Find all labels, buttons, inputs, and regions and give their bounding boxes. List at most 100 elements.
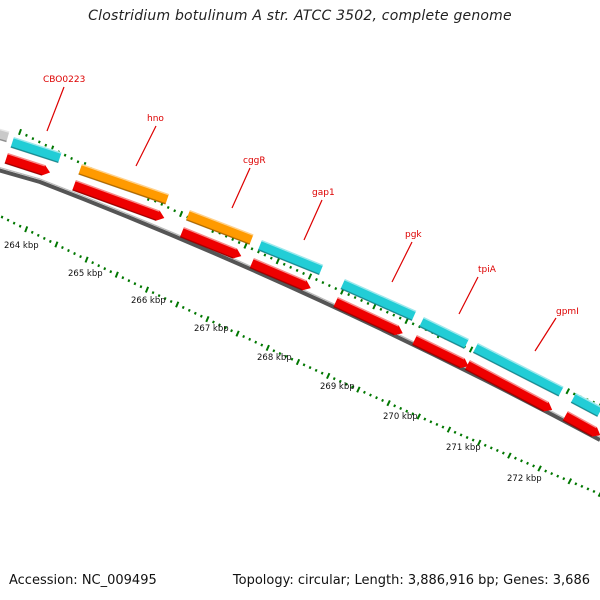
- feature-gap1-reverse: [249, 257, 311, 291]
- inner-tick-88: [526, 461, 529, 465]
- genome-backbone-highlight: [0, 166, 600, 438]
- inner-tick-96: [574, 482, 578, 486]
- feature-gap1-reverse-shadow: [249, 266, 303, 291]
- inner-tick-31: [181, 305, 185, 309]
- feature-gap1-forward: [257, 239, 324, 276]
- outer-tick-47: [321, 280, 325, 285]
- inner-tick-37: [218, 323, 221, 327]
- feature-cggr-reverse: [179, 226, 242, 259]
- inner-tick-83: [495, 448, 499, 453]
- scale-label-0: 264 kbp: [4, 241, 39, 251]
- inner-tick-93: [556, 474, 560, 478]
- outer-tick-53: [360, 298, 363, 303]
- inner-tick-45: [265, 344, 270, 352]
- inner-tick-40: [235, 330, 240, 337]
- feature-tpia-forward-shadow: [419, 325, 465, 350]
- inner-tick-35: [205, 315, 210, 323]
- scale-label-5: 269 kbp: [320, 382, 355, 392]
- feature-cbo0223-forward-shape: [10, 137, 62, 163]
- inner-tick-75: [446, 426, 452, 433]
- feature-tpia-reverse: [412, 334, 469, 369]
- outer-tick-52: [353, 295, 357, 300]
- map-title: Clostridium botulinum A str. ATCC 3502, …: [88, 8, 512, 24]
- outer-tick-43: [295, 268, 299, 272]
- feature-pgk-forward-shape: [340, 279, 417, 321]
- gene-label-line-0: [46, 86, 65, 132]
- outer-tick-7: [63, 153, 67, 157]
- inner-tick-36: [212, 320, 215, 324]
- outer-tick-51: [347, 292, 351, 297]
- inner-tick-54: [320, 371, 324, 375]
- outer-tick-54: [366, 301, 370, 305]
- inner-tick-43: [254, 340, 258, 344]
- inner-tick-56: [332, 377, 336, 381]
- inner-tick-99: [592, 489, 596, 494]
- inner-tick-78: [465, 435, 469, 440]
- feature-layer: [0, 126, 600, 437]
- feature-cbo0223-reverse-highlight: [7, 152, 46, 167]
- backbone-layer: [0, 166, 600, 442]
- inner-tick-61: [363, 390, 366, 394]
- outer-tick-23: [166, 205, 170, 210]
- outer-tick-25: [179, 210, 184, 218]
- inner-tick-6: [30, 230, 34, 234]
- gene-label-5: tpiA: [478, 265, 497, 275]
- inner-tick-76: [453, 430, 457, 434]
- feature-next-forward-shape: [570, 393, 600, 417]
- feature-gpmi-forward-highlight: [477, 342, 564, 388]
- inner-tick-67: [399, 406, 403, 411]
- inner-tick-22: [127, 279, 131, 283]
- feature-cggr-forward-highlight: [189, 209, 254, 236]
- feature-gap1-reverse-highlight: [253, 257, 307, 282]
- feature-next-forward-shadow: [570, 401, 598, 418]
- outer-tick-37: [257, 250, 260, 254]
- inner-tick-79: [471, 438, 475, 442]
- inner-tick-52: [308, 366, 312, 370]
- scale-label-4: 268 kbp: [257, 353, 292, 363]
- feature-gray-forward-highlight: [0, 126, 10, 133]
- feature-gap1-forward-shape: [257, 240, 324, 275]
- outer-tick-60: [404, 317, 409, 325]
- outer-tick-24: [173, 209, 177, 213]
- inner-tick-19: [109, 270, 113, 274]
- scale-label-3: 267 kbp: [194, 324, 229, 334]
- inner-tick-94: [562, 477, 566, 481]
- inner-tick-62: [369, 393, 372, 397]
- inner-tick-95: [567, 478, 573, 485]
- inner-tick-59: [350, 385, 354, 389]
- inner-tick-26: [151, 291, 155, 295]
- gene-label-4: pgk: [405, 230, 422, 240]
- inner-tick-23: [133, 282, 137, 286]
- feature-gpmi-forward: [472, 342, 564, 397]
- inner-tick-27: [157, 294, 161, 298]
- inner-tick-58: [344, 382, 348, 386]
- feature-cggr-reverse-highlight: [183, 226, 238, 250]
- inner-tick-7: [36, 233, 40, 237]
- feature-cbo0223-forward-shadow: [10, 146, 59, 164]
- scale-label-8: 272 kbp: [507, 474, 542, 484]
- outer-tick-4: [44, 143, 48, 147]
- inner-tick-80: [476, 439, 482, 446]
- outer-tick-3: [37, 140, 41, 144]
- feature-pgk-reverse-shape: [333, 297, 403, 336]
- outer-tick-0: [18, 128, 22, 136]
- feature-gpmi-forward-shadow: [472, 351, 560, 397]
- inner-tick-86: [513, 456, 517, 460]
- inner-tick-30: [175, 301, 180, 308]
- tick-layer: [0, 128, 600, 498]
- feature-pgk-forward: [340, 278, 417, 322]
- feature-next-reverse-shadow: [562, 419, 593, 437]
- feature-pgk-reverse-highlight: [337, 296, 399, 327]
- feature-hno-forward-highlight: [81, 163, 170, 196]
- inner-tick-32: [187, 308, 191, 312]
- accession-text: Accession: NC_009495: [9, 573, 157, 588]
- feature-gap1-forward-highlight: [261, 239, 324, 267]
- inner-tick-60: [356, 386, 361, 393]
- feature-gpmi-reverse-shape: [464, 360, 553, 412]
- inner-tick-39: [230, 329, 233, 333]
- outer-tick-46: [315, 277, 318, 282]
- feature-cggr-reverse-shape: [179, 227, 242, 259]
- feature-gpmi-reverse-shadow: [464, 368, 545, 412]
- feature-hno-reverse-shape: [72, 180, 165, 221]
